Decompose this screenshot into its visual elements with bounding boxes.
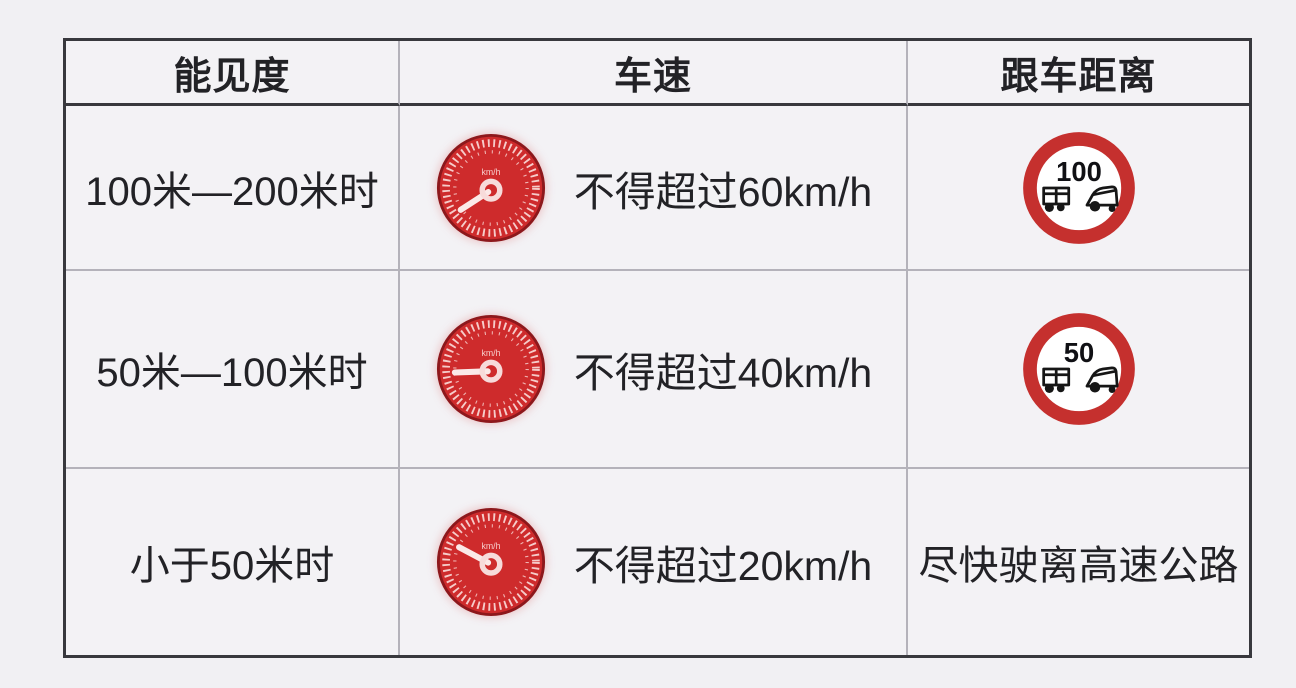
table-row-1-visibility-cell: 100米—200米时 xyxy=(66,106,400,271)
visibility-value: 100米—200米时 xyxy=(85,169,379,214)
header-visibility: 能见度 xyxy=(66,41,400,106)
table-row-3-speed-cell: km/h 不得超过20km/h xyxy=(400,469,908,655)
table-row-3-distance-cell: 尽快驶离高速公路 xyxy=(908,469,1249,655)
truck-icon xyxy=(1041,186,1070,212)
car-icon xyxy=(1085,366,1119,393)
following-distance-sign-icon: 100 xyxy=(1022,131,1135,244)
fog-driving-rules-table: 能见度 车速 跟车距离 100米—200米时 km/h 不得超过60km/h xyxy=(63,38,1252,658)
header-distance: 跟车距离 xyxy=(908,41,1249,106)
header-visibility-label: 能见度 xyxy=(173,55,291,98)
distance-sign-value: 100 xyxy=(1056,156,1102,187)
truck-icon xyxy=(1041,367,1070,393)
following-distance-sign-icon: 50 xyxy=(1022,313,1135,425)
speed-limit-text: 不得超过20km/h xyxy=(573,543,873,589)
speed-limit-text: 不得超过60km/h xyxy=(573,168,873,215)
distance-instruction-text: 尽快驶离高速公路 xyxy=(918,544,1239,588)
gauge-unit-label: km/h xyxy=(481,348,500,358)
speedometer-icon: km/h xyxy=(436,507,545,617)
header-speed: 车速 xyxy=(400,41,908,106)
table-row-3-visibility-cell: 小于50米时 xyxy=(66,469,400,655)
header-speed-label: 车速 xyxy=(613,55,692,98)
table-row-2-speed-cell: km/h 不得超过40km/h xyxy=(400,271,908,469)
visibility-value: 50米—100米时 xyxy=(96,351,368,395)
gauge-unit-label: km/h xyxy=(481,166,500,176)
visibility-value: 小于50米时 xyxy=(129,544,335,588)
speedometer-icon: km/h xyxy=(436,314,545,424)
table-row-2-visibility-cell: 50米—100米时 xyxy=(66,271,400,469)
header-distance-label: 跟车距离 xyxy=(1000,55,1157,98)
distance-sign-value: 50 xyxy=(1063,337,1093,368)
table-row-1-distance-cell: 100 xyxy=(908,106,1249,271)
speed-limit-text: 不得超过40km/h xyxy=(573,350,873,396)
table-row-2-distance-cell: 50 xyxy=(908,271,1249,469)
car-icon xyxy=(1085,184,1119,212)
table-row-1-speed-cell: km/h 不得超过60km/h xyxy=(400,106,908,271)
gauge-unit-label: km/h xyxy=(481,541,500,551)
speedometer-icon: km/h xyxy=(436,133,545,242)
